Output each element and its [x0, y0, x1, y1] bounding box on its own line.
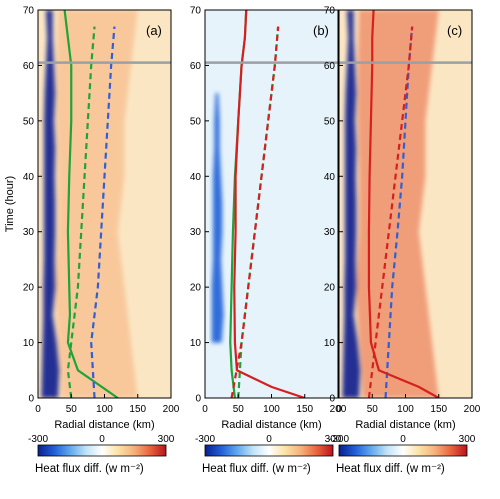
green-dashed-line — [66, 26, 96, 398]
y-tick-label: 30 — [324, 227, 336, 238]
x-tick-label: 100 — [397, 404, 414, 415]
x-tick-label: 150 — [430, 404, 447, 415]
colorbar-tick-label: 300 — [459, 434, 476, 445]
x-axis-label: Radial distance (km) — [221, 419, 321, 431]
x-tick-label: 0 — [202, 404, 208, 415]
colorbar-tick-label: 300 — [325, 434, 342, 445]
y-tick-label: 60 — [324, 61, 336, 72]
colorbar-tick-label: -300 — [195, 434, 215, 445]
red-rmw-line — [233, 10, 306, 398]
x-tick-label: 200 — [464, 404, 481, 415]
y-tick-label: 60 — [23, 61, 35, 72]
x-tick-label: 0 — [35, 404, 41, 415]
colorbar-tick-label: 0 — [99, 434, 105, 445]
colorbar-label: Heat flux diff. (w m⁻²) — [35, 463, 144, 475]
warm-flux-region — [54, 10, 138, 398]
warm-flux-region — [355, 10, 439, 398]
colorbar-b: -300 0 300 Heat flux diff. (w m⁻²) — [195, 434, 342, 475]
y-tick-label: 40 — [23, 172, 35, 183]
y-axis-label: Time (hour) — [4, 176, 16, 232]
red-dashed-line — [230, 26, 280, 398]
x-tick-label: 150 — [296, 404, 313, 415]
x-tick-label: 50 — [233, 404, 245, 415]
panel-label: (c) — [447, 23, 462, 38]
red-rmw-line — [367, 10, 440, 398]
y-tick-label: 30 — [190, 227, 202, 238]
y-tick-label: 20 — [23, 283, 35, 294]
y-tick-label: 10 — [190, 338, 202, 349]
x-tick-label: 100 — [96, 404, 113, 415]
y-tick-label: 20 — [190, 283, 202, 294]
plot-background — [205, 10, 338, 398]
y-tick-label: 40 — [190, 172, 202, 183]
y-tick-label: 0 — [195, 394, 201, 405]
colorbar — [338, 444, 468, 457]
y-tick-label: 70 — [190, 6, 202, 17]
x-tick-label: 200 — [330, 404, 347, 415]
y-tick-label: 10 — [23, 338, 35, 349]
cold-flux-region — [41, 10, 60, 398]
y-tick-label: 20 — [324, 283, 336, 294]
y-tick-label: 50 — [190, 116, 202, 127]
colorbar-tick-label: 0 — [266, 434, 272, 445]
colorbar-tick-label: 0 — [400, 434, 406, 445]
x-tick-label: 50 — [367, 404, 379, 415]
colorbar — [37, 444, 167, 457]
y-tick-label: 0 — [329, 394, 335, 405]
x-tick-label: 100 — [263, 404, 280, 415]
colorbar-tick-label: 300 — [158, 434, 175, 445]
y-tick-label: 10 — [324, 338, 336, 349]
colorbar-label: Heat flux diff. (w m⁻²) — [336, 463, 445, 475]
colorbar-c: -300 0 300 Heat flux diff. (w m⁻²) — [329, 434, 476, 475]
y-tick-label: 30 — [23, 227, 35, 238]
panel-label: (b) — [313, 23, 329, 38]
cold-flux-region — [211, 93, 224, 343]
y-tick-label: 40 — [324, 172, 336, 183]
blue-dashed-line — [90, 26, 116, 398]
panel-a: (a) 0 50 100 150 200 0 10 20 30 40 50 60 70 Radial dis… — [23, 6, 180, 432]
y-tick-label: 50 — [23, 116, 35, 127]
x-tick-label: 50 — [66, 404, 78, 415]
colorbar-tick-label: -300 — [28, 434, 48, 445]
y-tick-label: 70 — [23, 6, 35, 17]
x-tick-label: 200 — [163, 404, 180, 415]
x-tick-label: 0 — [336, 404, 342, 415]
colorbar-label: Heat flux diff. (w m⁻²) — [202, 463, 311, 475]
colorbar — [204, 444, 334, 457]
colorbar-a: -300 0 300 Heat flux diff. (w m⁻²) — [28, 434, 175, 475]
panel-label: (a) — [146, 23, 162, 38]
colorbar-tick-label: -300 — [329, 434, 349, 445]
y-tick-label: 50 — [324, 116, 336, 127]
x-tick-label: 150 — [129, 404, 146, 415]
x-axis-label: Radial distance (km) — [355, 419, 455, 431]
red-dashed-line — [367, 26, 414, 398]
y-tick-label: 70 — [324, 6, 336, 17]
green-rmw-line — [63, 10, 119, 398]
y-tick-label: 0 — [28, 394, 34, 405]
x-axis-label: Radial distance (km) — [54, 419, 154, 431]
cold-flux-region — [342, 10, 361, 398]
y-tick-label: 60 — [190, 61, 202, 72]
